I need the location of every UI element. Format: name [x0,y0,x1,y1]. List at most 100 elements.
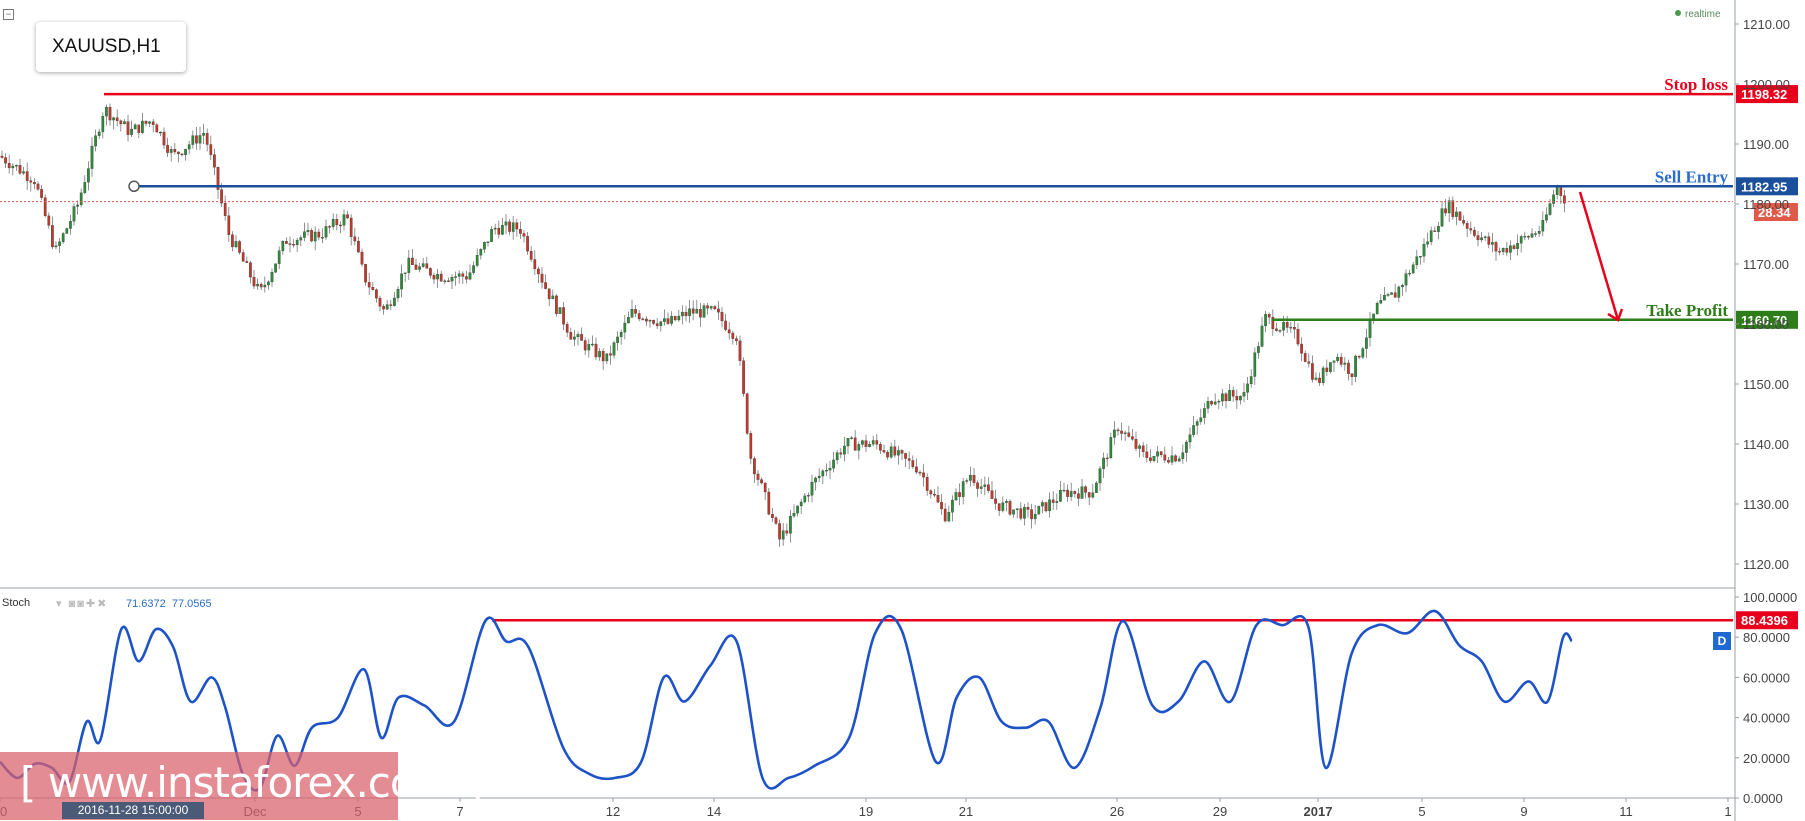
candle-body [349,217,353,237]
candle-body [1141,445,1145,453]
candle-body [18,165,22,174]
candle-body [159,131,162,134]
y-tick-label: 1130.00 [1743,497,1789,512]
candle-body [432,275,436,280]
candle-body [209,144,213,155]
overbought-tag [1736,611,1798,630]
stochastic-panel: 88.4396 [0,609,1798,792]
stoch-controls-icon[interactable]: ▾ ◙◙✚✖ [56,598,109,610]
candle-body [925,477,929,491]
candle-body [976,482,979,489]
collapse-icon[interactable]: − [3,9,14,20]
stop-loss-value: 1198.32 [1741,87,1787,102]
candle-body [1177,458,1181,462]
candle-body [1393,292,1397,298]
candle-body [979,486,983,489]
candle-body [702,305,706,318]
candle-body [817,475,821,479]
candle-body [1487,236,1491,245]
d-badge[interactable]: D [1713,632,1731,650]
candle-body [1105,457,1109,460]
x-tick-label: 7 [456,804,463,819]
candle-body [1120,430,1123,434]
candle-body [1559,186,1563,196]
candle-body [389,304,393,306]
candle-body [533,259,537,270]
candle-body [1498,251,1501,253]
candle-body [893,446,897,456]
candle-body [375,289,378,299]
candle-body [346,214,349,219]
candle-body [720,311,724,322]
candle-body [1116,429,1120,432]
candle-body [738,340,742,361]
candle-body [331,219,335,227]
x-tick-label: 12 [606,804,620,819]
take-profit-value: 1160.70 [1741,313,1787,328]
candle-body [601,351,605,362]
candle-body [1044,502,1048,512]
candle-body [72,206,76,222]
candle-body [670,316,673,324]
candle-body [1318,377,1321,383]
symbol-label[interactable]: XAUUSD,H1 [36,22,186,72]
candle-body [1307,361,1311,364]
candle-body [835,452,839,461]
candle-body [504,221,508,226]
candle-body [191,135,195,145]
candle-body [1483,236,1487,238]
candle-body [652,320,655,324]
candle-body [807,495,810,497]
candle-body [1257,346,1260,353]
candle-body [565,324,569,333]
candle-body [1437,226,1440,232]
candle-body [130,128,133,135]
candle-body [385,304,389,310]
candle-body [853,437,857,451]
candle-body [997,503,1001,511]
candle-body [1314,377,1318,380]
stoch-readout: 71.6372 77.0565 [126,598,212,610]
overbought-value: 88.4396 [1741,613,1788,628]
candle-body [1519,236,1523,244]
candle-body [475,254,479,266]
y-tick-label: 1140.00 [1743,437,1789,452]
candle-body [972,474,976,483]
candle-body [429,268,432,276]
y-tick-label: 1210.00 [1743,17,1790,32]
candle-body [1059,490,1062,502]
candle-body [310,230,313,242]
candle-body [313,231,317,242]
candle-body [1026,507,1030,510]
candle-body [735,338,738,342]
candle-body [1005,501,1008,503]
candle-body [101,115,105,133]
candle-body [324,226,328,238]
candle-body [180,153,184,156]
x-tick-label: 21 [959,804,973,819]
candle-body [1123,432,1127,434]
candle-body [1530,233,1534,238]
candle-body [317,231,321,238]
candle-body [1174,455,1177,462]
candle-body [1469,228,1473,231]
candle-body [1069,491,1073,497]
take-profit-label: Take Profit [1646,301,1728,320]
candle-body [771,514,774,518]
stoch-y-tick-label: 20.0000 [1743,751,1790,766]
candle-body [645,318,648,322]
candle-body [990,490,994,499]
candle-body [69,221,72,229]
candle-body [83,182,87,193]
candle-body [594,343,598,358]
candle-body [1419,256,1422,258]
candle-body [717,308,720,313]
candle-body [1523,236,1527,238]
candle-body [1167,460,1170,463]
candle-body [342,214,346,226]
candle-body [857,444,861,451]
candle-body [983,484,987,487]
candle-body [497,227,501,235]
candle-body [472,265,475,273]
candle-body [763,482,767,493]
